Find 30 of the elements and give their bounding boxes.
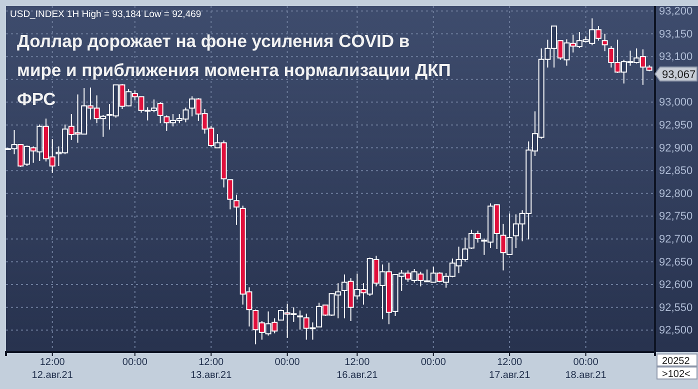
y-tick-label: 92,650 <box>659 256 693 268</box>
y-tick-label: 92,900 <box>659 142 693 154</box>
y-tick-label: 92,850 <box>659 165 693 178</box>
text: 20252 <box>662 356 690 367</box>
y-tick-label: 92,800 <box>659 188 693 200</box>
x-tick-label: 00:00 18.авг.21 <box>565 357 607 381</box>
candlestick <box>234 194 240 226</box>
x-tick-label: 00:00 <box>122 357 148 368</box>
x-tick-label: 12:00 12.авг.21 <box>32 357 74 381</box>
candlestick <box>297 310 304 330</box>
text: 93,067 <box>662 69 696 81</box>
x-tick-label: 00:00 <box>274 357 300 368</box>
y-tick-label: 93,150 <box>659 28 693 40</box>
x-tick-label: 00:00 <box>420 357 446 368</box>
y-tick-label: 92,950 <box>659 120 693 132</box>
y-tick-label: 93,000 <box>659 96 693 109</box>
y-tick-label: 93,200 <box>659 6 693 18</box>
y-tick-label: 92,550 <box>659 302 693 314</box>
text: Доллар дорожает на фоне усиления COVID в мире и приближения момента нормализации ДКП ФРС <box>17 31 451 109</box>
y-tick-label: 92,750 <box>659 210 693 223</box>
text: >102< <box>662 369 691 380</box>
chart-subtitle: USD_INDEX 1H High = 93,184 Low = 92,469 <box>10 9 202 20</box>
y-tick-label: 92,700 <box>659 233 693 246</box>
y-tick-label: 92,600 <box>659 279 693 292</box>
candlestick <box>602 33 608 52</box>
x-tick-label: 12:00 13.авг.21 <box>190 357 232 381</box>
y-tick-label: 93,100 <box>659 51 693 64</box>
x-tick-label: 12:00 16.авг.21 <box>336 357 378 381</box>
x-tick-label: 12:00 17.авг.21 <box>489 357 531 381</box>
y-tick-label: 92,500 <box>659 324 693 337</box>
